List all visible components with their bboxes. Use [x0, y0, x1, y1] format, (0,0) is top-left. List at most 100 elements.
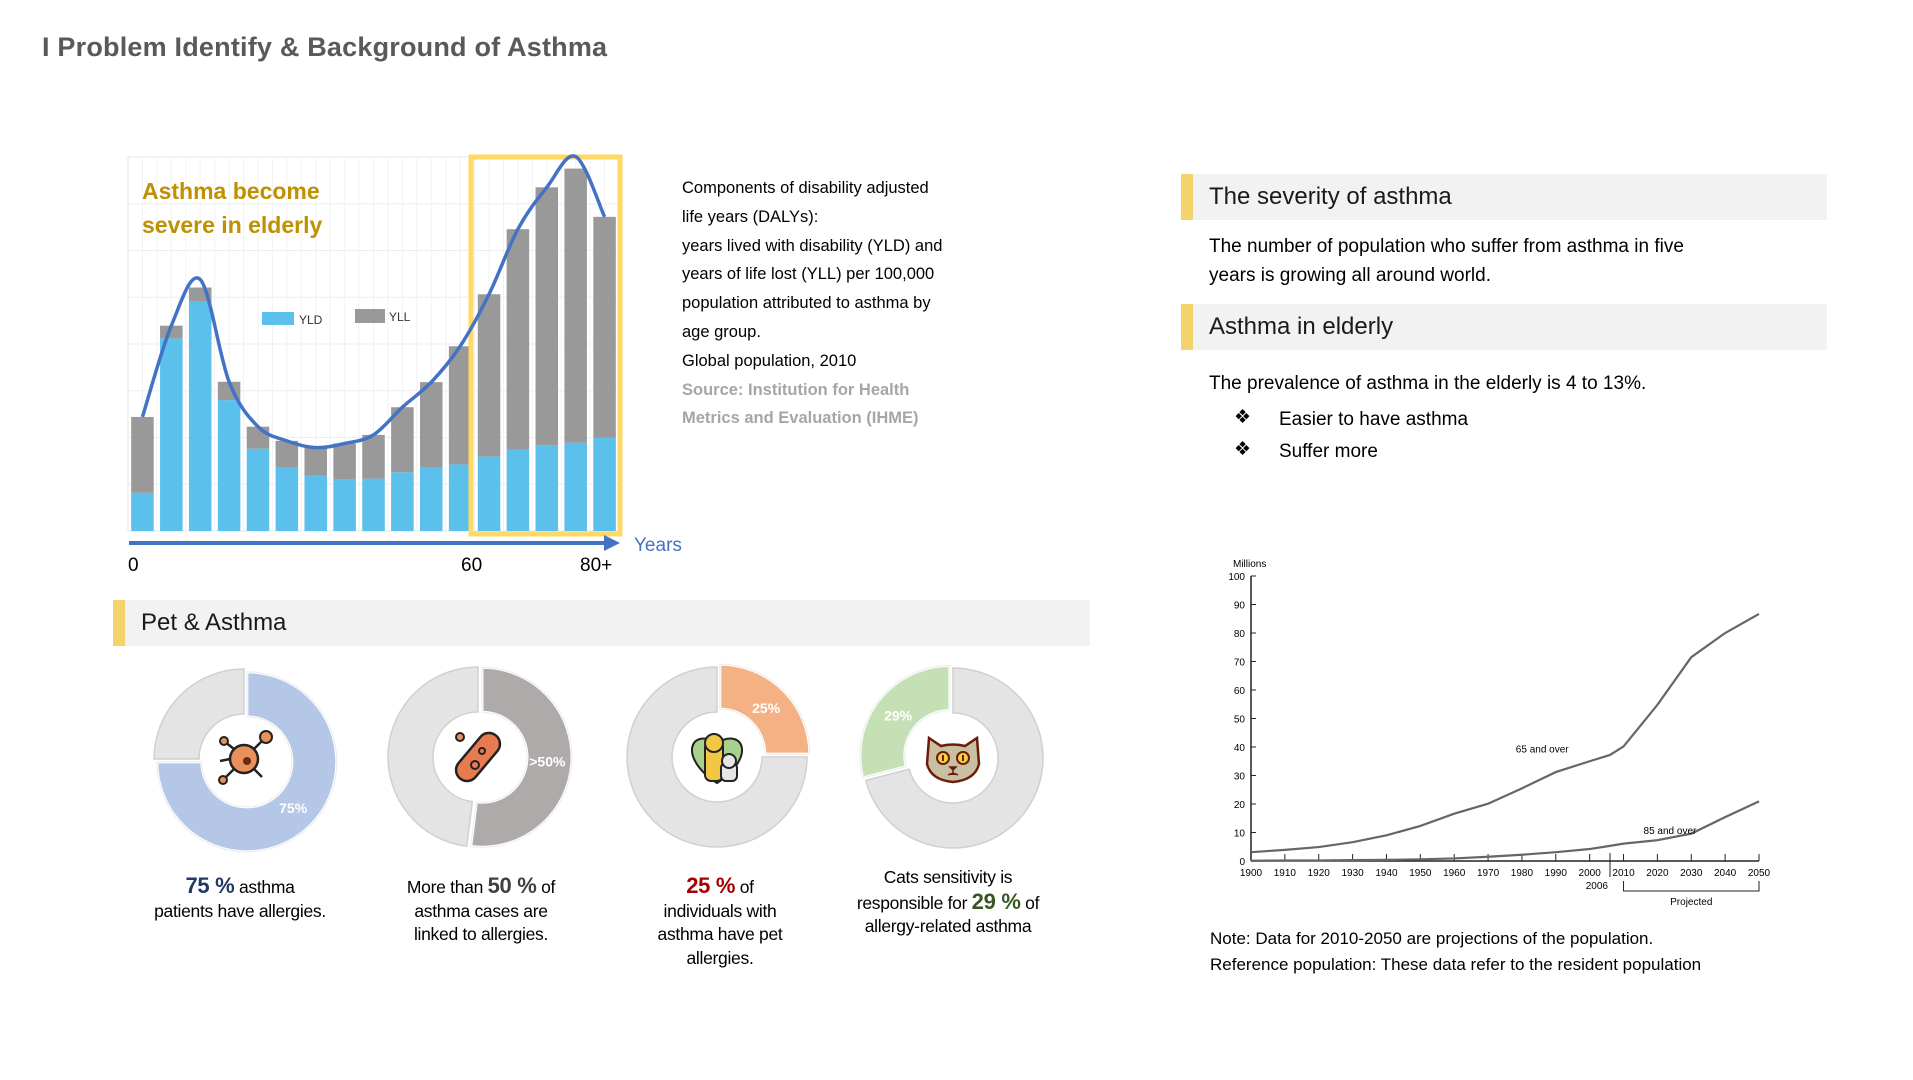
legend-label-yll: YLL — [389, 310, 411, 324]
caption-text: patients have allergies. — [154, 900, 326, 921]
caption-text: individuals with — [663, 900, 777, 921]
note-line: Note: Data for 2010-2050 are projections… — [1210, 929, 1654, 948]
bar-yll — [275, 440, 299, 468]
bar-yld — [333, 479, 356, 531]
x-tick-label: 1970 — [1477, 868, 1500, 879]
bar-yld — [448, 464, 472, 531]
donut-value-label: 29% — [884, 707, 913, 723]
chart-title-line-2: severe in elderly — [142, 212, 322, 238]
bullet-item: Easier to have asthma — [1279, 409, 1469, 430]
x-tick-label: 2020 — [1646, 868, 1669, 879]
bar-yll — [477, 294, 501, 457]
donut-rest-segment — [864, 667, 1044, 849]
donut-highlight-segment — [858, 664, 952, 780]
x-axis-label: Years — [634, 535, 682, 556]
legend-label-yld: YLD — [299, 313, 323, 327]
donut-highlight-outline — [470, 666, 573, 848]
bar-yll — [391, 407, 414, 473]
donut-highlight-outline — [719, 663, 811, 755]
projected-bracket — [1623, 881, 1760, 892]
donut-highlight-segment — [155, 670, 339, 854]
caption-text: allergy-related asthma — [864, 916, 1032, 936]
bar-yll — [304, 447, 327, 476]
caption-line: 75 % asthma — [125, 874, 355, 900]
bar-yld — [477, 456, 501, 531]
y-tick-label: 20 — [1234, 800, 1246, 811]
caption-text: of — [1020, 892, 1040, 913]
caption-line: patients have allergies. — [125, 900, 355, 924]
desc-line: Components of disability adjusted — [682, 179, 929, 197]
x-tick-label: 1960 — [1443, 868, 1466, 879]
x-tick-label: 1910 — [1274, 868, 1297, 879]
legend-swatch-yld — [262, 312, 294, 325]
caption-text: More than — [406, 877, 488, 897]
caption-text: linked to allergies. — [413, 924, 549, 944]
bar-yll — [131, 416, 154, 493]
x-tick-label: 1900 — [1240, 868, 1263, 879]
bar-yld — [593, 437, 616, 531]
caption-line: individuals with — [605, 900, 835, 924]
x-tick-label: 2030 — [1680, 868, 1703, 879]
bar-yld — [188, 300, 212, 531]
bar-yll — [506, 229, 530, 450]
bar-yld — [217, 400, 241, 531]
header-accent — [113, 600, 125, 646]
y-tick-label: 60 — [1234, 686, 1246, 697]
x-tick-label: 1920 — [1308, 868, 1331, 879]
bullet-icon: ❖ — [1234, 407, 1252, 428]
x-tick-label: 1980 — [1511, 868, 1534, 879]
donut-caption: More than 50 % of asthma cases are linked … — [366, 874, 596, 947]
caption-text: Cats sensitivity is — [883, 867, 1013, 887]
bar-yld — [564, 442, 587, 531]
elderly-text: The prevalence of asthma in the elderly … — [1209, 373, 1647, 394]
caption-line: responsible for 29 % of — [833, 889, 1063, 916]
population-note: Note: Data for 2010-2050 are projections… — [1210, 926, 1701, 978]
donut-caption: Cats sensitivity is responsible for 29 % … — [833, 866, 1063, 939]
caption-text: asthma — [234, 877, 295, 897]
donut-value-label: 25% — [752, 700, 781, 716]
section-header-pets: Pet & Asthma — [113, 600, 1090, 646]
y-axis-label: Millions — [1233, 559, 1266, 570]
chart-title-line-1: Asthma become — [142, 178, 320, 204]
bar-yld — [391, 472, 414, 531]
bar-yld — [535, 445, 559, 531]
series-line-85-plus — [1250, 800, 1760, 862]
caption-text: asthma have pet — [657, 924, 783, 944]
x-tick-label: 2000 — [1579, 868, 1602, 879]
caption-text: allergies. — [686, 947, 754, 968]
section-header-severity: The severity of asthma — [1181, 174, 1827, 220]
donut-highlight-segment — [469, 665, 574, 849]
y-tick-label: 0 — [1239, 857, 1245, 868]
x-axis-arrowhead — [604, 535, 620, 551]
projected-label: Projected — [1670, 897, 1712, 908]
caption-line: allergies. — [605, 947, 835, 971]
donut-chart: >50% — [387, 665, 574, 849]
caption-line: linked to allergies. — [366, 923, 596, 947]
caption-line: asthma have pet — [605, 923, 835, 947]
x-tick-label: 1990 — [1545, 868, 1568, 879]
caption-text: responsible for — [856, 892, 972, 913]
y-tick-label: 50 — [1234, 715, 1246, 726]
caption-line: allergy-related asthma — [833, 915, 1063, 939]
page-title: I Problem Identify & Background of Asthm… — [42, 32, 608, 62]
caption-text: asthma cases are — [414, 900, 548, 921]
y-tick-label: 90 — [1234, 601, 1246, 612]
bar-yll — [593, 216, 616, 438]
desc-line: life years (DALYs): — [682, 207, 819, 226]
bar-yll — [448, 346, 472, 465]
x-tick-label-2006: 2006 — [1586, 881, 1609, 892]
y-tick-label: 70 — [1234, 658, 1246, 669]
x-tick-label: 2010 — [1612, 868, 1635, 879]
donut-chart: 25% — [626, 662, 812, 848]
pet-donut-charts: 75% >50% 25% 29% — [153, 662, 1044, 854]
x-tick-label: 2050 — [1748, 868, 1771, 879]
donut-rest-segment — [387, 666, 479, 848]
desc-line: years lived with disability (YLD) and — [682, 236, 943, 255]
header-accent — [1181, 174, 1193, 220]
series-label: 85 and over — [1644, 826, 1697, 837]
pets-heart-icon — [690, 733, 744, 785]
series-line-65-plus — [1250, 612, 1760, 854]
source-line: Source: Institution for Health — [682, 380, 910, 399]
desc-line: years of life lost (YLL) per 100,000 — [682, 265, 935, 284]
